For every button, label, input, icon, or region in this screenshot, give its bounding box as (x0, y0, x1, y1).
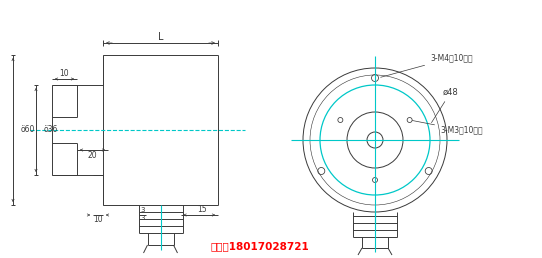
Text: ö36: ö36 (44, 125, 59, 134)
Text: 3: 3 (140, 215, 145, 221)
Text: 3: 3 (140, 207, 145, 213)
Text: 10: 10 (93, 215, 103, 224)
Text: 3-M3深10均布: 3-M3深10均布 (412, 120, 482, 134)
Text: L: L (158, 32, 163, 42)
Text: 20: 20 (88, 150, 98, 159)
Text: ö60: ö60 (21, 125, 35, 134)
Text: 手机：18017028721: 手机：18017028721 (211, 241, 309, 251)
Text: 10: 10 (60, 69, 69, 78)
Text: 15: 15 (197, 205, 207, 214)
Text: ø48: ø48 (431, 87, 459, 123)
Text: 3-M4深10均布: 3-M4深10均布 (380, 53, 473, 77)
